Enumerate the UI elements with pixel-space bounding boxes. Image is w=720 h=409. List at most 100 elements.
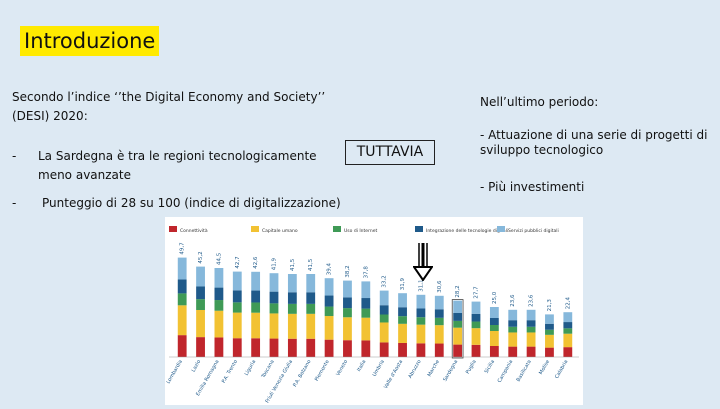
bar-segment — [508, 309, 518, 321]
bar-segment — [379, 322, 389, 343]
legend-label: Capitale umano — [262, 228, 298, 234]
slide-title: Introduzione — [20, 26, 160, 56]
legend-swatch — [169, 226, 177, 232]
bar-segment — [434, 295, 444, 310]
bar-segment — [453, 300, 463, 314]
bar-segment — [196, 286, 205, 300]
bar-segment — [324, 295, 334, 307]
bar-value-label: 25,0 — [492, 291, 498, 304]
legend-swatch — [251, 226, 259, 232]
bar-segment — [453, 313, 463, 321]
bar-segment — [269, 303, 279, 314]
bar-value-label: 23,6 — [510, 294, 516, 307]
bar-segment — [526, 326, 536, 333]
category-label: Abruzzo — [407, 359, 422, 379]
bar-segment — [214, 287, 224, 301]
category-label: Valle d'Aosta — [383, 359, 404, 390]
bar-value-label: 30,6 — [437, 280, 443, 293]
legend-label: Connettività — [180, 227, 208, 234]
bar-segment — [416, 294, 426, 309]
bar-segment — [563, 322, 573, 329]
bar-segment — [287, 313, 297, 339]
bar-segment — [563, 312, 573, 323]
bar-segment — [269, 273, 279, 292]
bar-segment — [251, 312, 261, 339]
bar-segment — [324, 278, 334, 296]
bar-segment — [563, 347, 573, 357]
bar-segment — [398, 307, 407, 317]
bar-segment — [416, 343, 426, 357]
bar-segment — [489, 331, 499, 346]
bar-segment — [489, 307, 499, 318]
bar-segment — [251, 338, 261, 357]
bar-segment — [214, 300, 224, 311]
category-label: Lombardia — [165, 359, 183, 385]
bar-segment — [232, 271, 242, 291]
bar-segment — [324, 339, 334, 357]
bar-segment — [434, 343, 444, 357]
legend-swatch — [415, 226, 423, 232]
bar-segment — [232, 312, 242, 339]
category-label: Italia — [356, 359, 367, 373]
bar-segment — [361, 298, 371, 309]
bar-segment — [398, 316, 407, 324]
bar-segment — [177, 293, 187, 306]
bar-segment — [177, 257, 187, 280]
bar-segment — [214, 268, 224, 288]
bar-segment — [324, 306, 334, 317]
legend-label: Uso di Internet — [344, 228, 377, 234]
chart-svg: Connettività Capitale umano Uso di Interne… — [165, 226, 579, 404]
bar-segment — [379, 290, 389, 306]
bar-segment — [489, 346, 499, 357]
bar-value-label: 42,6 — [253, 256, 259, 269]
bar-value-label: 42,7 — [235, 256, 241, 269]
legend-label: Integrazione delle tecnologie digitali — [426, 228, 508, 234]
bar-value-label: 31,1 — [418, 280, 424, 292]
bar-value-label: 31,9 — [400, 277, 406, 290]
bar-segment — [287, 292, 297, 304]
bar-segment — [563, 333, 573, 348]
bullet-marker: - — [12, 149, 17, 163]
desi-chart: Connettività Capitale umano Uso di Interne… — [165, 217, 583, 405]
bar-segment — [453, 327, 463, 345]
bar-segment — [177, 305, 187, 336]
bar-segment — [324, 316, 334, 340]
bar-value-label: 41,5 — [290, 258, 296, 271]
bar-segment — [471, 328, 481, 345]
bar-segment — [306, 292, 316, 304]
category-label: Campania — [497, 359, 515, 384]
bar-segment — [416, 317, 426, 325]
bar-segment — [471, 301, 481, 314]
category-label: P.A. Bolzano — [292, 359, 312, 388]
bar-segment — [379, 305, 389, 315]
bar-segment — [471, 321, 481, 329]
bar-segment — [287, 274, 297, 293]
bar-segment — [545, 314, 554, 324]
bar-segment — [398, 323, 407, 343]
bar-segment — [508, 332, 518, 347]
bar-segment — [214, 337, 224, 357]
bar-segment — [526, 309, 536, 321]
right-point-1: - Attuazione di una serie di progetti di… — [480, 128, 708, 157]
bar-segment — [398, 342, 407, 357]
bar-segment — [177, 335, 187, 357]
bar-segment — [306, 313, 316, 339]
bar-segment — [196, 337, 205, 357]
category-label: Calabria — [554, 359, 570, 380]
bar-segment — [196, 299, 205, 310]
bar-segment — [471, 344, 481, 357]
bar-segment — [251, 302, 261, 313]
bar-segment — [526, 320, 536, 327]
legend-swatch — [497, 226, 505, 232]
bar-segment — [306, 303, 316, 314]
bar-segment — [379, 342, 389, 357]
bar-segment — [471, 313, 481, 322]
bar-segment — [343, 297, 352, 309]
bar-segment — [489, 318, 499, 325]
category-label: Sicilia — [484, 359, 496, 375]
bar-segment — [232, 290, 242, 303]
bar-segment — [453, 344, 463, 357]
bar-segment — [508, 326, 518, 333]
bar-segment — [306, 274, 316, 293]
bar-segment — [453, 320, 463, 328]
